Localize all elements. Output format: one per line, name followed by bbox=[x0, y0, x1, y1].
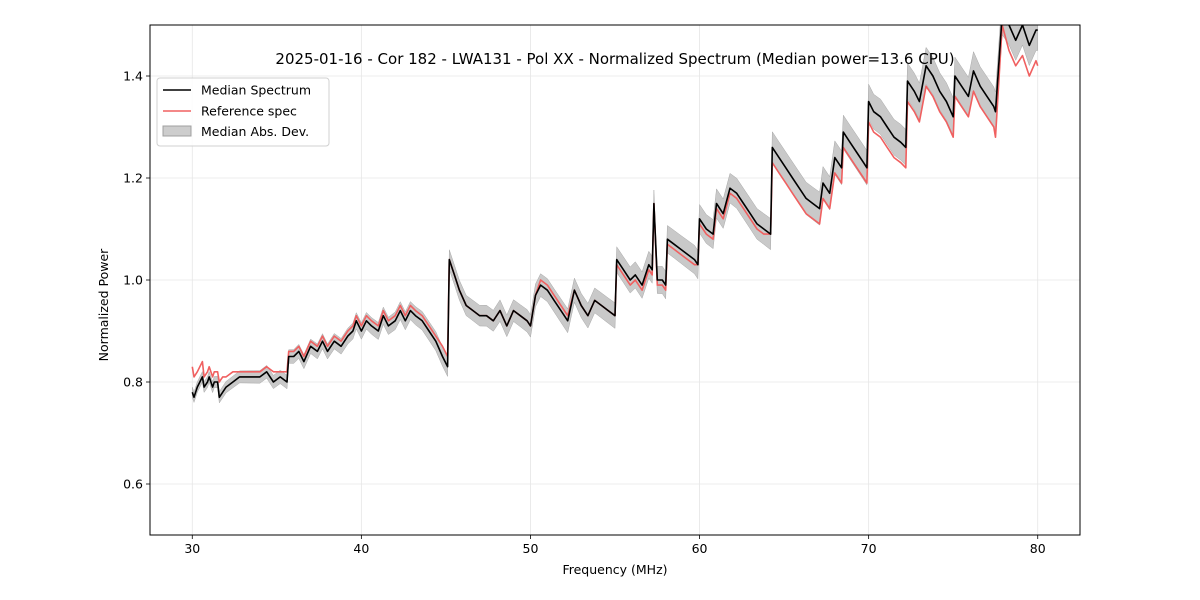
y-tick-label: 1.0 bbox=[123, 273, 143, 288]
y-tick-label: 1.2 bbox=[123, 171, 143, 186]
legend-box bbox=[156, 77, 330, 147]
chart-title: 2025-01-16 - Cor 182 - LWA131 - Pol XX -… bbox=[275, 50, 954, 68]
legend-swatch-mad bbox=[162, 125, 192, 137]
x-axis-label: Frequency (MHz) bbox=[562, 562, 667, 577]
x-tick-label: 40 bbox=[353, 541, 369, 556]
x-tick-label: 60 bbox=[692, 541, 708, 556]
legend-label-mad: Median Abs. Dev. bbox=[201, 124, 309, 139]
x-tick-label: 50 bbox=[523, 541, 539, 556]
x-axis-ticks: 30 40 50 60 70 80 bbox=[184, 535, 1046, 556]
legend-label-median: Median Spectrum bbox=[201, 83, 311, 98]
legend-label-reference: Reference spec bbox=[201, 104, 297, 119]
legend: Median Spectrum Reference spec Median Ab… bbox=[156, 77, 330, 147]
y-axis-label: Normalized Power bbox=[96, 248, 111, 362]
x-tick-label: 80 bbox=[1030, 541, 1046, 556]
x-tick-label: 30 bbox=[184, 541, 200, 556]
y-tick-label: 0.6 bbox=[123, 477, 143, 492]
series-layer bbox=[191, 25, 1039, 399]
y-tick-label: 0.8 bbox=[123, 375, 143, 390]
x-tick-label: 70 bbox=[861, 541, 877, 556]
y-tick-label: 1.4 bbox=[123, 69, 143, 84]
median-spectrum-line bbox=[191, 25, 1038, 399]
y-axis-ticks: 0.6 0.8 1.0 1.2 1.4 bbox=[123, 69, 150, 492]
